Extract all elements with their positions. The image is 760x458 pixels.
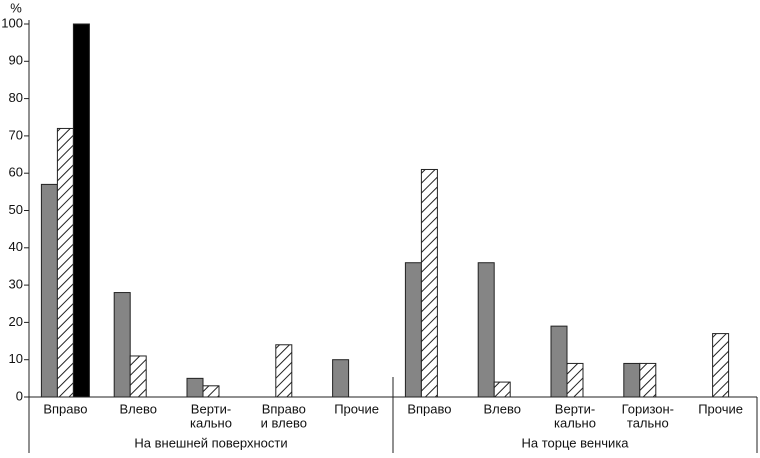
y-tick-label: 30: [9, 277, 23, 292]
y-tick-label: 100: [1, 15, 23, 30]
y-tick-label: 60: [9, 165, 23, 180]
y-unit-label: %: [10, 0, 22, 15]
bar: [712, 333, 730, 398]
bar: [202, 385, 220, 398]
bar: [550, 325, 568, 398]
x-tick-label: Вправо: [262, 401, 306, 416]
bar: [113, 292, 131, 398]
y-tick-label: 20: [9, 314, 23, 329]
bar: [332, 359, 350, 398]
x-tick-label: Верти-: [191, 401, 231, 416]
bar: [40, 183, 58, 398]
bar: [420, 168, 438, 398]
bar: [404, 262, 422, 398]
y-tick-label: 50: [9, 202, 23, 217]
x-tick-label: тально: [627, 415, 669, 430]
bar: [623, 362, 641, 398]
bar: [72, 23, 90, 398]
x-tick-label: Вправо: [43, 401, 87, 416]
y-tick-label: 10: [9, 351, 23, 366]
bar: [639, 362, 657, 398]
x-tick-label: Горизон-: [622, 401, 674, 416]
y-tick-label: 90: [9, 53, 23, 68]
bar: [493, 381, 511, 398]
x-tick-label: Влево: [483, 401, 520, 416]
y-tick-label: 0: [16, 388, 23, 403]
bar: [56, 127, 74, 398]
y-tick-label: 80: [9, 90, 23, 105]
bar: [275, 344, 293, 398]
x-tick-label: Верти-: [555, 401, 595, 416]
bar: [129, 355, 147, 398]
group-label: На внешней поверхности: [134, 435, 287, 450]
x-tick-label: кально: [554, 415, 596, 430]
x-tick-label: и влево: [261, 415, 307, 430]
x-tick-label: Вправо: [407, 401, 451, 416]
bar: [186, 377, 204, 398]
x-tick-label: Прочие: [334, 401, 379, 416]
bar: [566, 362, 584, 398]
group-label: На торце венчика: [521, 435, 629, 450]
bar: [477, 262, 495, 398]
x-tick-label: Прочие: [698, 401, 743, 416]
y-tick-label: 70: [9, 127, 23, 142]
y-tick-label: 40: [9, 239, 23, 254]
x-tick-label: Влево: [119, 401, 156, 416]
x-tick-label: кально: [190, 415, 232, 430]
